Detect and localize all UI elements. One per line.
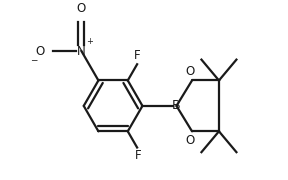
Text: F: F — [134, 49, 141, 62]
Text: F: F — [135, 149, 142, 163]
Text: O: O — [186, 134, 195, 147]
Text: O: O — [36, 44, 45, 58]
Text: N: N — [77, 44, 86, 58]
Text: O: O — [186, 65, 195, 78]
Text: +: + — [86, 37, 93, 46]
Text: O: O — [77, 2, 86, 15]
Text: −: − — [31, 56, 38, 65]
Text: B: B — [172, 99, 181, 112]
